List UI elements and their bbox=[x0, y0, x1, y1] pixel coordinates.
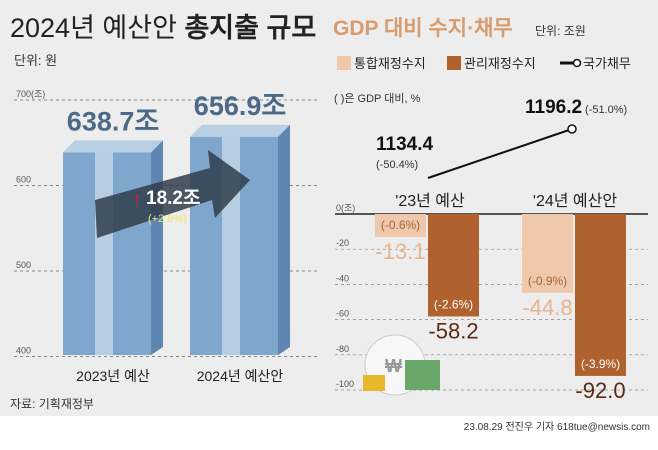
debt-value: 1196.2 bbox=[525, 97, 582, 118]
left-title-bold: 총지출 규모 bbox=[184, 13, 317, 43]
footer-credit: 23.08.29 전진우 기자 618tue@newsis.com bbox=[463, 422, 650, 433]
bar-pct-label: (-2.6%) bbox=[434, 297, 473, 311]
bar-value-label: -92.0 bbox=[575, 378, 625, 403]
debt-line bbox=[427, 128, 573, 179]
up-arrow-icon: ↑ bbox=[132, 189, 142, 211]
debt-point bbox=[567, 124, 577, 134]
bar-top bbox=[190, 124, 290, 137]
won-icon: ₩ bbox=[385, 356, 402, 376]
bar-highlight bbox=[95, 152, 113, 355]
bar-pct-label: (-3.9%) bbox=[581, 357, 620, 371]
bar-side bbox=[278, 124, 290, 356]
x-tick-label: 2024년 예산안 bbox=[197, 368, 284, 384]
bar-value-label: -13.1 bbox=[375, 239, 425, 264]
growth-arrow bbox=[95, 150, 250, 238]
debt-pct: (-51.0%) bbox=[585, 104, 627, 116]
bar-pct-label: (-0.9%) bbox=[528, 274, 567, 288]
legend-swatch-total bbox=[337, 56, 351, 70]
y-tick-label: -60 bbox=[336, 309, 349, 319]
bar-value: 638.7조 bbox=[67, 106, 159, 136]
legend-label: 통합재정수지 bbox=[354, 56, 426, 71]
bar-value-label: -58.2 bbox=[428, 318, 478, 343]
bar-pct-label: (-0.6%) bbox=[381, 218, 420, 232]
y-tick-label: 400 bbox=[16, 346, 31, 356]
legend-label: 관리재정수지 bbox=[464, 56, 536, 71]
y-tick-label: 0(조) bbox=[336, 203, 355, 213]
change-pct: (+2.8%) bbox=[148, 213, 187, 225]
bar bbox=[522, 214, 573, 293]
bar-top bbox=[63, 140, 163, 153]
bar bbox=[575, 214, 626, 376]
cash-icon bbox=[405, 360, 440, 390]
left-title: 2024년 예산안 총지출 규모 bbox=[10, 6, 316, 45]
coin-icon bbox=[363, 375, 385, 391]
y-tick-label: -20 bbox=[336, 238, 349, 248]
y-tick-label: -100 bbox=[336, 379, 354, 389]
bar-value-label: -44.8 bbox=[522, 295, 572, 320]
x-tick-label: '23년 예산 bbox=[395, 192, 465, 210]
legend-label: 국가채무 bbox=[583, 56, 631, 71]
y-tick-label: 700(조) bbox=[16, 89, 45, 99]
debt-pct: (-50.4%) bbox=[376, 159, 418, 171]
change-value: 18.2조 bbox=[146, 188, 200, 209]
y-tick-label: 500 bbox=[16, 260, 31, 270]
right-title: GDP 대비 수지·채무 bbox=[333, 17, 513, 40]
left-title-light: 2024년 예산안 bbox=[10, 13, 177, 43]
legend-marker bbox=[572, 58, 582, 68]
right-unit: 단위: 조원 bbox=[535, 24, 586, 38]
y-tick-label: -80 bbox=[336, 344, 349, 354]
bar bbox=[428, 214, 479, 317]
legend-swatch-managed bbox=[447, 56, 461, 70]
left-unit: 단위: 원 bbox=[14, 53, 58, 68]
right-note: ( )은 GDP 대비, % bbox=[334, 93, 421, 105]
x-tick-label: 2023년 예산 bbox=[76, 368, 150, 384]
y-tick-label: -40 bbox=[336, 273, 349, 283]
y-tick-label: 600 bbox=[16, 175, 31, 185]
debt-value: 1134.4 bbox=[376, 134, 433, 155]
bar bbox=[375, 214, 426, 238]
x-tick-label: '24년 예산안 bbox=[533, 192, 617, 210]
source: 자료: 기획재정부 bbox=[10, 397, 94, 411]
bar-value: 656.9조 bbox=[194, 91, 286, 121]
bar-side bbox=[151, 140, 163, 355]
